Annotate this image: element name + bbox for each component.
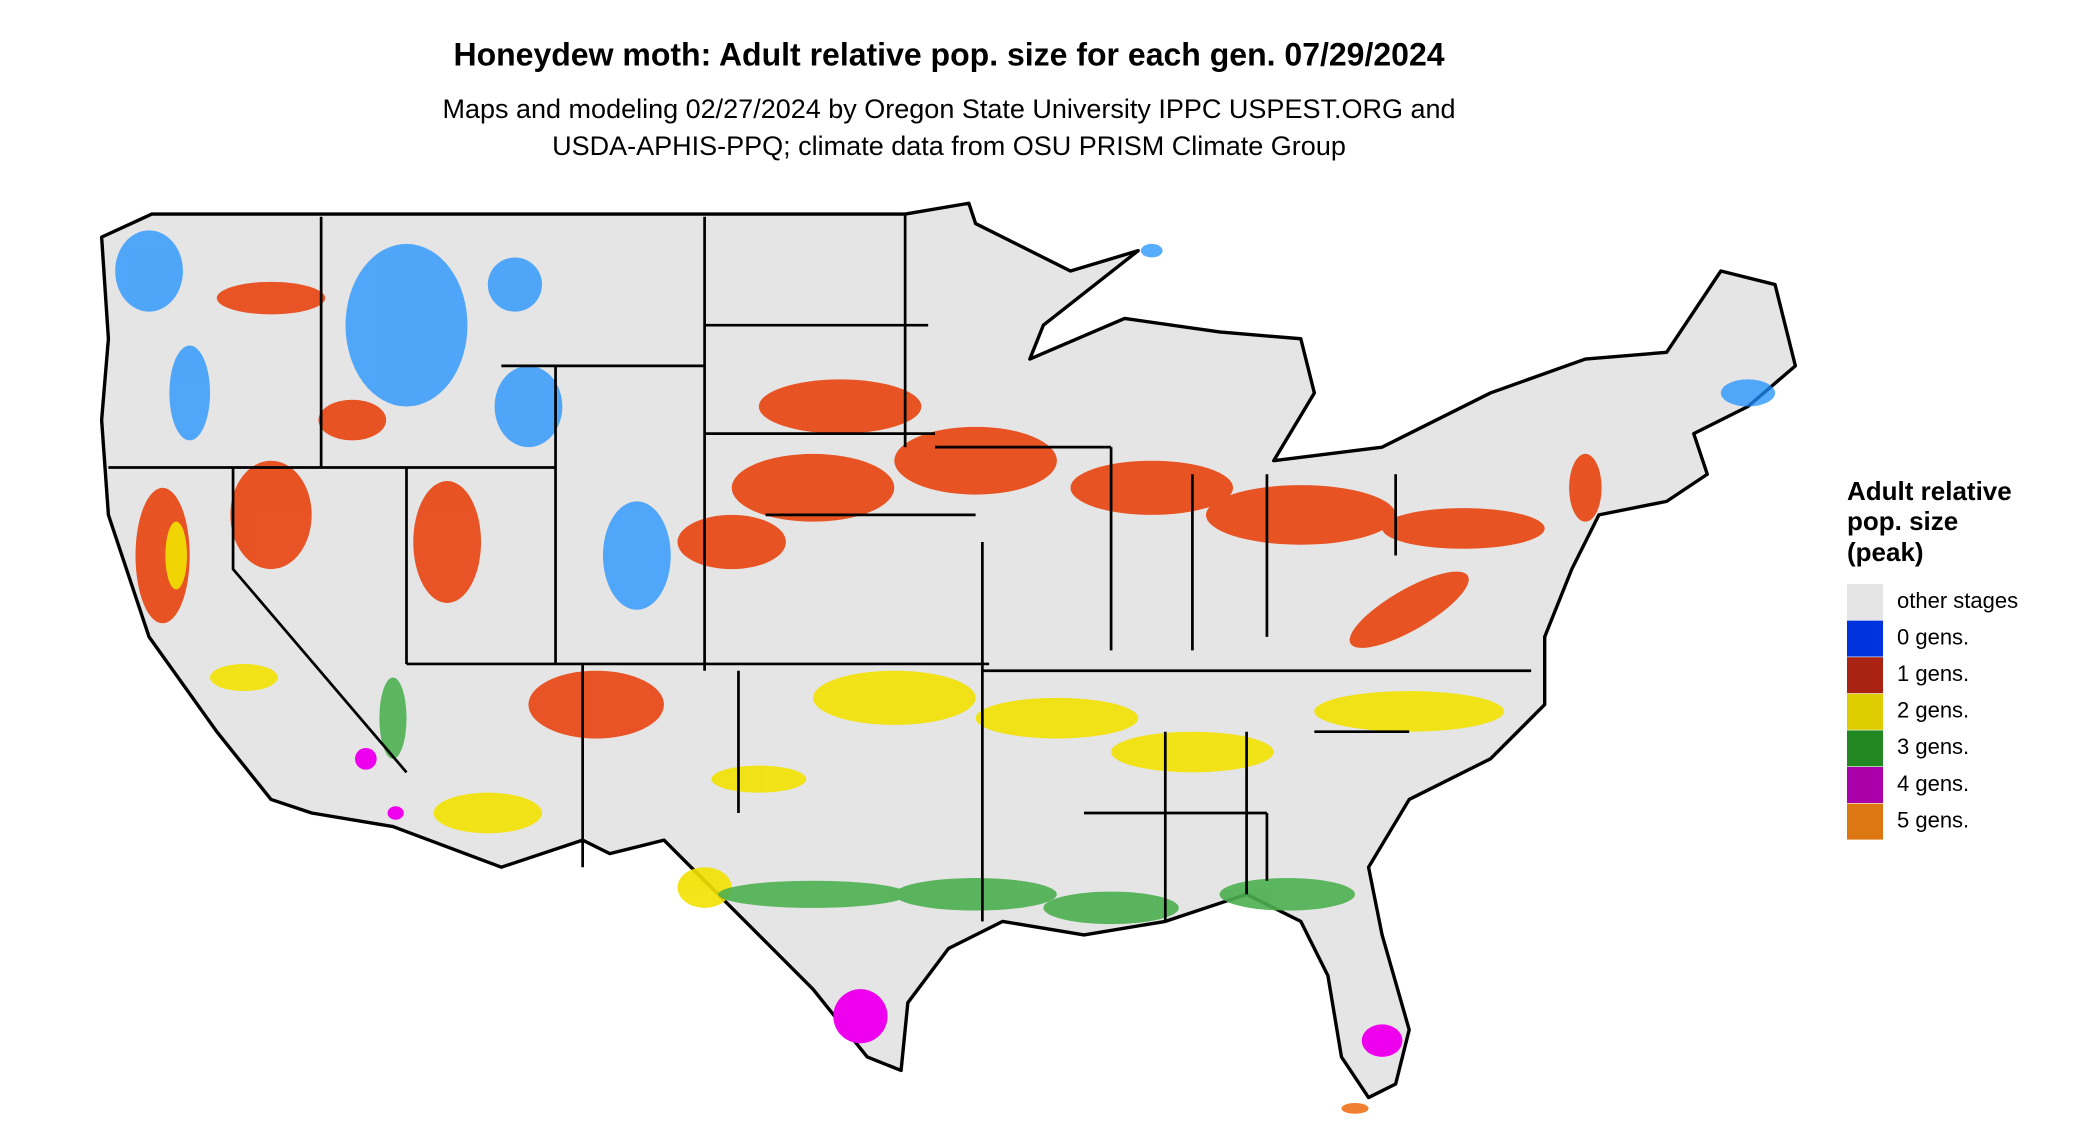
legend-swatch — [1847, 767, 1883, 803]
us-map — [99, 201, 1798, 1114]
legend-title: (peak) — [1847, 537, 1924, 567]
legend-label: 2 gens. — [1897, 698, 1969, 723]
legend-label: 0 gens. — [1897, 624, 1969, 649]
zone-5-gens — [1341, 1102, 1369, 1114]
legend-swatch — [1847, 730, 1883, 767]
zone-4-gens — [355, 747, 1403, 1057]
state-borders — [108, 214, 1532, 922]
legend-title: pop. size — [1847, 506, 1958, 536]
legend-swatch — [1847, 620, 1883, 657]
zone-3-gens — [379, 677, 1355, 925]
zone-1-gens — [135, 281, 1602, 739]
legend-label: 1 gens. — [1897, 661, 1969, 686]
map-subtitle: Maps and modeling 02/27/2024 by Oregon S… — [442, 94, 1455, 124]
zone-2-gens — [165, 521, 1505, 908]
map-title: Honeydew moth: Adult relative pop. size … — [453, 36, 1444, 72]
legend-swatch — [1847, 693, 1883, 730]
map-subtitle: USDA-APHIS-PPQ; climate data from OSU PR… — [552, 131, 1346, 161]
legend: other stages 0 gens. 1 gens. 2 gens. 3 gens.… — [1847, 584, 2018, 840]
legend-label: 4 gens. — [1897, 771, 1969, 796]
legend-label: other stages — [1897, 588, 2018, 613]
legend-swatch — [1847, 657, 1883, 694]
zone-0-gens — [115, 230, 1776, 610]
legend-swatch — [1847, 584, 1883, 620]
legend-label: 3 gens. — [1897, 734, 1969, 759]
legend-swatch — [1847, 803, 1883, 840]
legend-title: Adult relative — [1847, 476, 2012, 506]
legend-label: 5 gens. — [1897, 807, 1969, 832]
